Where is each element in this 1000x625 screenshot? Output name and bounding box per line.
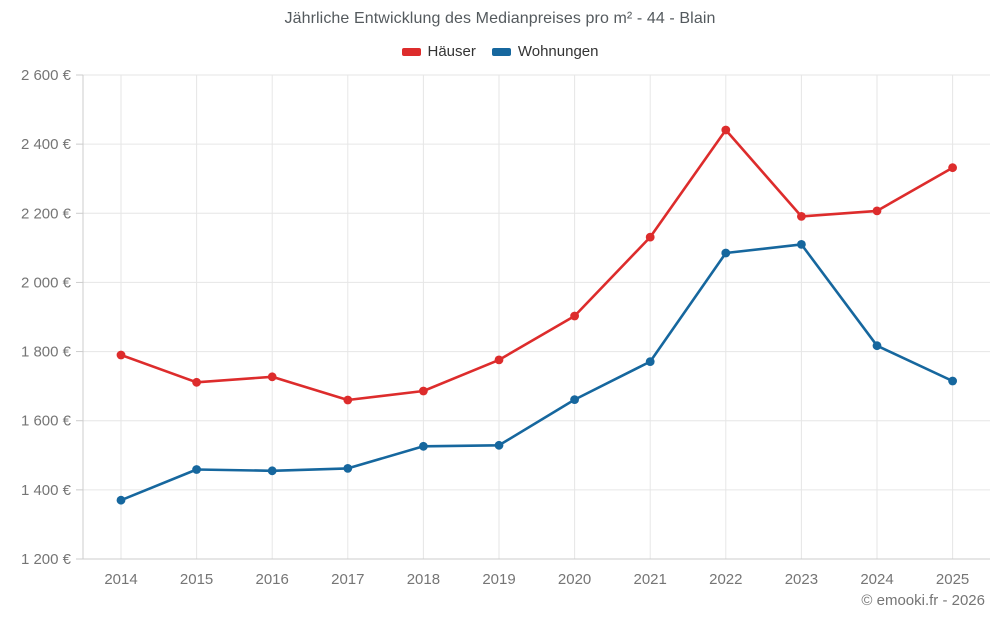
data-point-hauser-2017[interactable] xyxy=(343,395,353,405)
data-point-hauser-2016[interactable] xyxy=(267,372,277,382)
legend-item-wohnungen[interactable]: Wohnungen xyxy=(491,43,599,60)
legend-swatch-wohnungen xyxy=(491,47,511,56)
legend-label-wohnungen: Wohnungen xyxy=(517,43,599,60)
data-point-wohnungen-2023[interactable] xyxy=(797,240,806,249)
series-line-hauser xyxy=(119,128,954,402)
data-point-wohnungen-2025[interactable] xyxy=(948,376,957,386)
data-point-wohnungen-2019[interactable] xyxy=(494,440,504,450)
x-axis-label-2023: 2023 xyxy=(785,571,818,588)
x-axis-label-2015: 2015 xyxy=(180,571,213,588)
legend-label-hauser: Häuser xyxy=(427,43,476,60)
data-point-wohnungen-2024[interactable] xyxy=(872,341,882,351)
data-point-wohnungen-2017[interactable] xyxy=(343,464,353,473)
x-axis-label-2017: 2017 xyxy=(331,571,364,588)
y-axis-label-1800: 1 800 € xyxy=(21,344,72,361)
legend-item-hauser[interactable]: Häuser xyxy=(401,43,476,60)
data-point-hauser-2024[interactable] xyxy=(872,206,882,216)
y-axis-label-2600: 2 600 € xyxy=(21,67,72,84)
x-axis-label-2019: 2019 xyxy=(482,571,515,588)
x-axis-label-2021: 2021 xyxy=(634,571,667,588)
data-point-wohnungen-2015[interactable] xyxy=(192,465,202,474)
x-axis-label-2014: 2014 xyxy=(104,571,137,588)
y-axis-label-1600: 1 600 € xyxy=(21,413,72,430)
y-axis-label-2400: 2 400 € xyxy=(21,136,72,153)
data-point-hauser-2021[interactable] xyxy=(645,232,655,242)
y-axis-label-2200: 2 200 € xyxy=(21,205,72,222)
x-axis-label-2025: 2025 xyxy=(936,571,969,588)
data-point-wohnungen-2021[interactable] xyxy=(645,357,655,366)
data-point-hauser-2020[interactable] xyxy=(570,311,579,321)
data-point-hauser-2025[interactable] xyxy=(948,163,957,173)
series-line-wohnungen xyxy=(119,243,954,502)
data-point-wohnungen-2016[interactable] xyxy=(267,466,277,476)
data-point-hauser-2023[interactable] xyxy=(797,212,806,221)
x-axis-label-2024: 2024 xyxy=(860,571,893,588)
copyright-footer: © emooki.fr - 2026 xyxy=(861,592,985,609)
data-point-hauser-2015[interactable] xyxy=(192,377,202,387)
data-point-wohnungen-2014[interactable] xyxy=(116,495,126,505)
data-point-hauser-2018[interactable] xyxy=(419,386,428,396)
data-point-wohnungen-2020[interactable] xyxy=(570,395,579,404)
y-axis-label-1400: 1 400 € xyxy=(21,482,72,499)
data-point-hauser-2019[interactable] xyxy=(494,355,504,365)
data-point-hauser-2022[interactable] xyxy=(721,125,731,135)
x-axis-label-2018: 2018 xyxy=(407,571,440,588)
x-axis-label-2016: 2016 xyxy=(256,571,289,588)
data-point-hauser-2014[interactable] xyxy=(116,350,126,360)
x-axis-label-2022: 2022 xyxy=(709,571,742,588)
data-point-wohnungen-2018[interactable] xyxy=(419,441,428,451)
chart-title: Jährliche Entwicklung des Medianpreises … xyxy=(284,10,716,27)
x-axis-label-2020: 2020 xyxy=(558,571,591,588)
y-axis-label-1200: 1 200 € xyxy=(21,551,72,568)
y-axis-label-2000: 2 000 € xyxy=(21,274,72,291)
legend-swatch-hauser xyxy=(401,47,421,56)
legend: Häuser Wohnungen xyxy=(0,43,1000,60)
data-point-wohnungen-2022[interactable] xyxy=(721,248,731,258)
